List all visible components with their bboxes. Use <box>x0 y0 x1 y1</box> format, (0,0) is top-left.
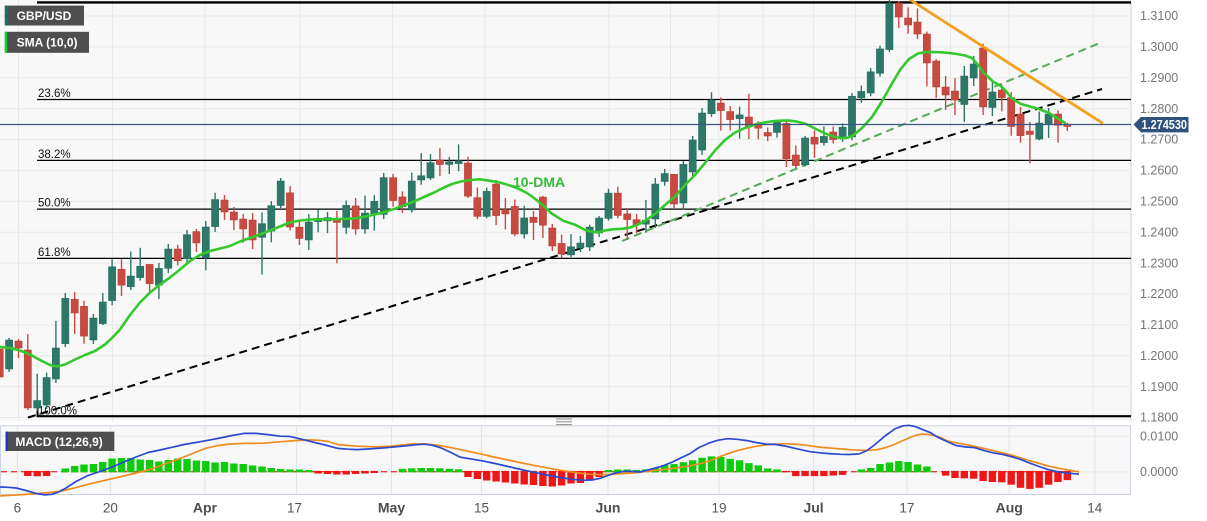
svg-text:Aug: Aug <box>996 500 1023 516</box>
svg-text:May: May <box>378 500 405 516</box>
svg-text:17: 17 <box>287 501 302 516</box>
svg-text:0.0000: 0.0000 <box>1140 465 1178 479</box>
svg-text:1.274530: 1.274530 <box>1142 118 1188 132</box>
svg-text:50.0%: 50.0% <box>38 198 71 210</box>
svg-text:1.2500: 1.2500 <box>1140 195 1178 209</box>
svg-text:1.2100: 1.2100 <box>1140 318 1178 332</box>
svg-text:61.8%: 61.8% <box>38 247 71 259</box>
svg-text:MACD (12,26,9): MACD (12,26,9) <box>15 435 102 449</box>
svg-text:38.2%: 38.2% <box>38 149 71 161</box>
svg-text:Apr: Apr <box>193 500 218 516</box>
svg-text:1.3100: 1.3100 <box>1140 9 1178 23</box>
svg-text:Jun: Jun <box>596 500 621 516</box>
svg-text:SMA (10,0): SMA (10,0) <box>17 36 78 50</box>
svg-text:14: 14 <box>1087 501 1103 516</box>
svg-text:15: 15 <box>474 501 489 516</box>
svg-text:GBP/USD: GBP/USD <box>17 9 72 23</box>
svg-text:0.0100: 0.0100 <box>1140 429 1178 443</box>
svg-text:1.2700: 1.2700 <box>1140 133 1178 147</box>
svg-text:17: 17 <box>899 501 914 516</box>
svg-text:100.0%: 100.0% <box>38 406 77 418</box>
svg-text:1.3000: 1.3000 <box>1140 40 1178 54</box>
svg-text:6: 6 <box>14 501 22 516</box>
svg-text:10-DMA: 10-DMA <box>513 174 565 190</box>
svg-text:1.2400: 1.2400 <box>1140 225 1178 239</box>
svg-text:19: 19 <box>711 501 726 516</box>
svg-text:20: 20 <box>103 501 118 516</box>
svg-text:1.2600: 1.2600 <box>1140 164 1178 178</box>
svg-text:Jul: Jul <box>803 500 823 516</box>
svg-text:1.2000: 1.2000 <box>1140 349 1178 363</box>
svg-text:1.2800: 1.2800 <box>1140 102 1178 116</box>
svg-text:1.1800: 1.1800 <box>1140 411 1178 425</box>
svg-text:1.2300: 1.2300 <box>1140 256 1178 270</box>
svg-text:1.1900: 1.1900 <box>1140 380 1178 394</box>
svg-text:1.2900: 1.2900 <box>1140 71 1178 85</box>
svg-text:1.2200: 1.2200 <box>1140 287 1178 301</box>
svg-text:23.6%: 23.6% <box>38 88 71 100</box>
